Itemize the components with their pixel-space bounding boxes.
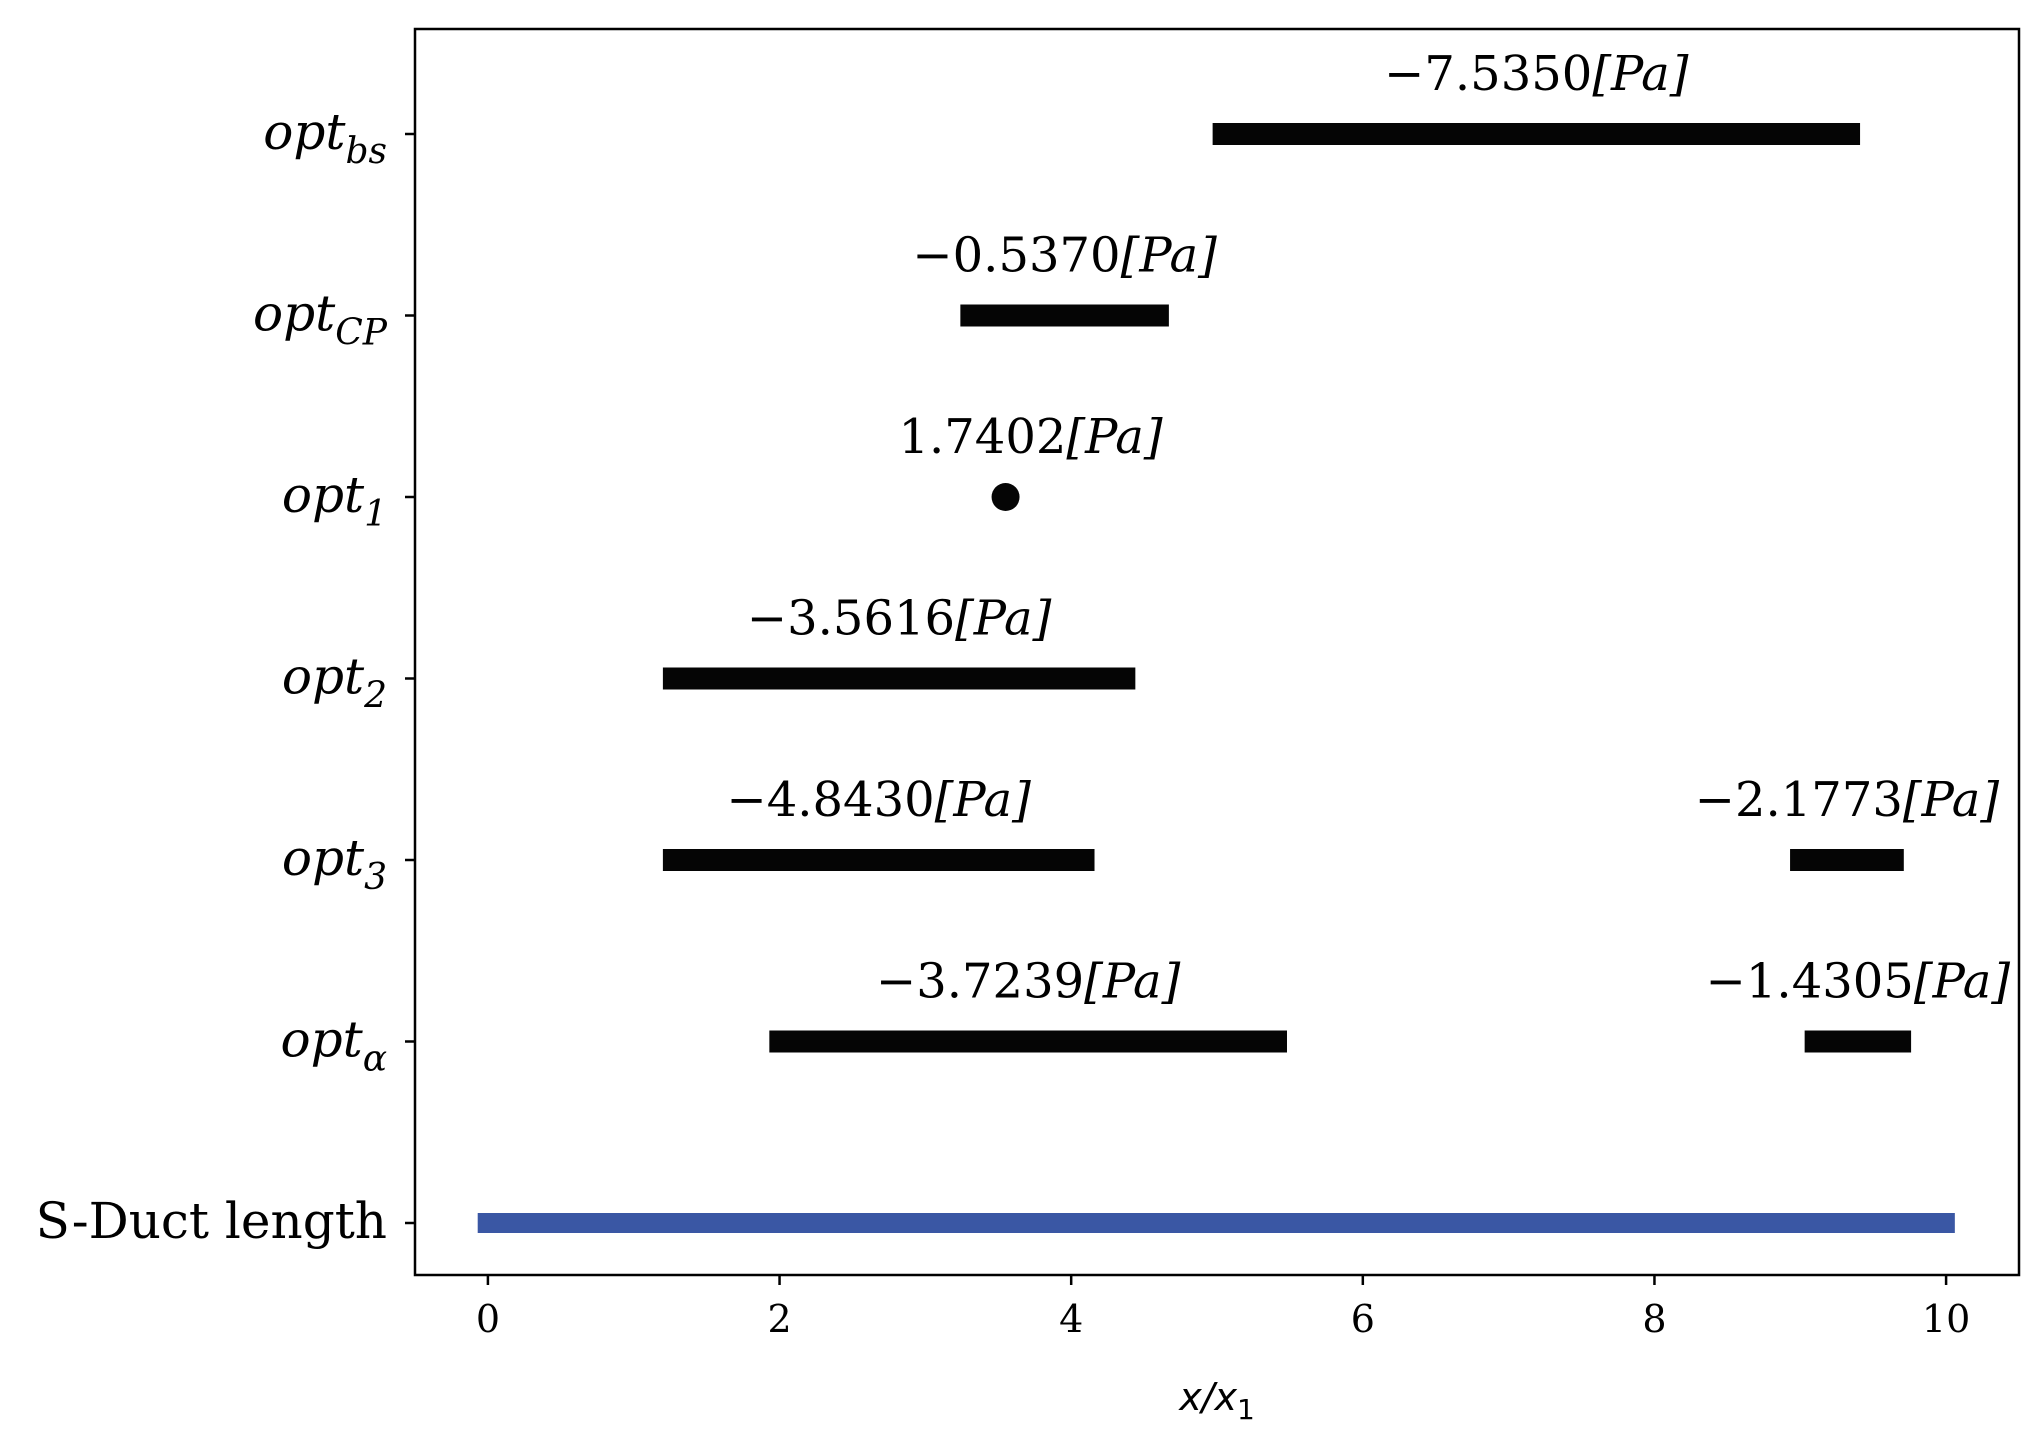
data-label-value: −1.4305 xyxy=(1706,954,1914,1010)
y-tick-label: optbs xyxy=(263,103,387,172)
x-tick-label: 0 xyxy=(476,1297,500,1341)
x-tick-label: 2 xyxy=(767,1297,791,1341)
x-tick-label: 4 xyxy=(1059,1297,1083,1341)
data-label-unit: [Pa] xyxy=(1066,409,1162,465)
data-label-value: −3.7239 xyxy=(876,954,1084,1010)
data-label-unit: [Pa] xyxy=(1121,228,1217,284)
data-label-value: −7.5350 xyxy=(1384,46,1592,102)
y-tick-label: opt1 xyxy=(282,466,387,535)
x-tick-label: 10 xyxy=(1922,1297,1970,1341)
y-tick-label-main: opt xyxy=(263,103,346,161)
data-label-unit: [Pa] xyxy=(935,772,1031,828)
data-label-unit: [Pa] xyxy=(1592,46,1688,102)
y-tick-label-subscript: CP xyxy=(335,313,388,354)
data-label-unit: [Pa] xyxy=(1084,954,1180,1010)
y-tick-label: opt2 xyxy=(282,648,387,717)
data-label: −7.5350[Pa] xyxy=(1384,46,1689,102)
y-tick-label: opt3 xyxy=(282,829,387,898)
data-label-unit: [Pa] xyxy=(1914,954,2010,1010)
y-tick-label-subscript: α xyxy=(363,1039,387,1080)
y-tick-label-main: opt xyxy=(282,466,365,524)
y-tick-label-subscript: bs xyxy=(345,131,387,172)
y-tick-label-main: opt xyxy=(282,648,365,706)
x-tick-label: 6 xyxy=(1351,1297,1375,1341)
data-label-value: 1.7402 xyxy=(898,409,1066,465)
chart-marks: −7.5350[Pa]−0.5370[Pa]1.7402[Pa]−3.5616[… xyxy=(477,46,2011,1233)
data-point xyxy=(991,483,1020,511)
data-label: −4.8430[Pa] xyxy=(727,772,1032,828)
range-bar xyxy=(769,1030,1287,1053)
range-bar xyxy=(1804,1030,1912,1053)
y-tick-label: optα xyxy=(280,1011,387,1080)
range-bar xyxy=(1212,123,1861,145)
data-label: −3.7239[Pa] xyxy=(876,954,1181,1010)
x-axis-label-subscript: 1 xyxy=(1237,1393,1255,1426)
range-bar xyxy=(1790,849,1904,871)
y-tick-label-subscript: 2 xyxy=(363,676,387,717)
y-tick-label-main: opt xyxy=(280,1011,363,1069)
data-label-value: −4.8430 xyxy=(727,772,935,828)
data-label-unit: [Pa] xyxy=(955,591,1051,647)
x-axis-label-main: x/x xyxy=(1178,1375,1237,1419)
data-label: −3.5616[Pa] xyxy=(747,591,1052,647)
plot-area-frame xyxy=(413,27,2021,1277)
y-tick-label: S-Duct length xyxy=(36,1192,387,1250)
y-tick-label-subscript: 3 xyxy=(364,857,387,898)
data-label: −0.5370[Pa] xyxy=(912,228,1217,284)
data-label-value: −3.5616 xyxy=(747,591,955,647)
data-label: 1.7402[Pa] xyxy=(898,409,1162,465)
x-tick-label: 8 xyxy=(1642,1297,1666,1341)
duct-length-bar xyxy=(477,1213,1955,1233)
y-tick-label-main: S-Duct length xyxy=(36,1192,387,1250)
data-label-value: −0.5370 xyxy=(912,228,1120,284)
data-label: −1.4305[Pa] xyxy=(1706,954,2011,1010)
x-axis-label: x/x1 xyxy=(1178,1375,1255,1426)
y-tick-label-subscript: 1 xyxy=(364,494,387,535)
y-tick-label: optCP xyxy=(253,285,388,354)
y-tick-label-main: opt xyxy=(282,829,365,887)
range-bar xyxy=(662,849,1095,871)
data-label: −2.1773[Pa] xyxy=(1695,772,2000,828)
range-bar xyxy=(960,304,1169,327)
chart-axes: 0 2 4 6 8 10x/x1optbsoptCPopt1opt2opt3optαS-D… xyxy=(36,103,1971,1426)
data-label-unit: [Pa] xyxy=(1903,772,1999,828)
range-bar xyxy=(662,667,1136,690)
data-label-value: −2.1773 xyxy=(1695,772,1903,828)
y-tick-label-main: opt xyxy=(253,285,336,343)
